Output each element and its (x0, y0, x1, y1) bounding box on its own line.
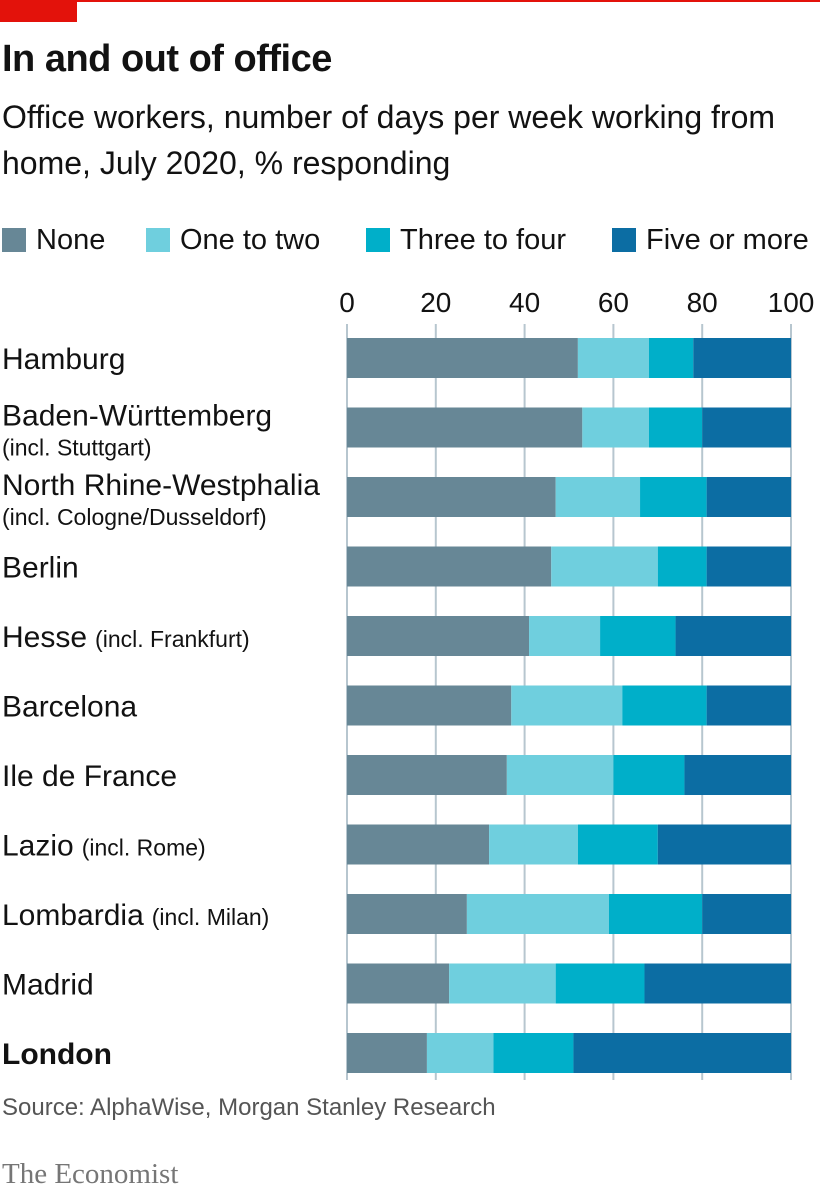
bar-one-to-two-4 (529, 616, 601, 656)
bar-five-or-more-6 (684, 755, 791, 795)
bar-three-to-four-6 (613, 755, 685, 795)
bar-five-or-more-4 (675, 616, 791, 656)
legend: None One to two Three to four Five or mo… (2, 218, 818, 262)
category-note-4: (incl. Frankfurt) (95, 626, 250, 652)
bar-three-to-four-8 (608, 894, 703, 934)
x-tick-label-80: 80 (687, 287, 718, 318)
legend-label-three-to-four: Three to four (400, 223, 567, 256)
bar-three-to-four-9 (555, 963, 645, 1004)
legend-item-none: None (2, 218, 105, 262)
category-label-5: Barcelona (2, 691, 137, 724)
bar-one-to-two-10 (426, 1033, 494, 1073)
chart-subtitle: Office workers, number of days per week … (2, 99, 776, 181)
category-note-8: (incl. Milan) (152, 904, 270, 930)
bar-three-to-four-0 (648, 338, 694, 378)
bar-three-to-four-4 (600, 616, 676, 656)
chart-title: In and out of office (2, 38, 332, 80)
legend-item-one-to-two: One to two (146, 218, 320, 262)
bar-one-to-two-6 (506, 755, 614, 795)
category-label-7: Lazio (2, 830, 74, 863)
bar-three-to-four-7 (577, 824, 658, 865)
bar-none-7 (347, 824, 490, 865)
bar-one-to-two-1 (582, 407, 649, 448)
publisher-logo: The Economist (2, 1158, 179, 1190)
x-tick-label-100: 100 (768, 287, 815, 318)
bar-five-or-more-8 (702, 894, 791, 934)
bar-three-to-four-5 (622, 685, 707, 726)
bar-one-to-two-2 (555, 477, 641, 517)
bar-none-0 (347, 338, 578, 378)
category-note-1: (incl. Stuttgart) (2, 435, 152, 461)
bar-none-1 (347, 407, 583, 448)
category-label-0: Hamburg (2, 343, 125, 376)
category-label-3: Berlin (2, 552, 79, 585)
bar-one-to-two-5 (511, 685, 623, 726)
category-label-10: London (2, 1038, 112, 1071)
bar-none-10 (347, 1033, 427, 1073)
bar-one-to-two-7 (489, 824, 578, 865)
category-label-4: Hesse (2, 621, 87, 654)
x-tick-label-0: 0 (339, 287, 355, 318)
x-tick-label-20: 20 (420, 287, 451, 318)
legend-swatch-one-to-two (146, 228, 170, 252)
bar-five-or-more-3 (706, 546, 791, 587)
legend-label-none: None (36, 223, 106, 256)
x-tick-label-40: 40 (509, 287, 540, 318)
category-label-8: Lombardia (2, 899, 144, 932)
bar-five-or-more-10 (573, 1033, 791, 1073)
legend-label-five-or-more: Five or more (646, 223, 809, 256)
legend-swatch-none (2, 228, 26, 252)
bar-three-to-four-2 (640, 477, 707, 517)
bar-three-to-four-10 (493, 1033, 574, 1073)
category-label-9: Madrid (2, 969, 94, 1002)
bar-one-to-two-0 (577, 338, 649, 378)
legend-item-five-or-more: Five or more (612, 218, 809, 262)
legend-swatch-five-or-more (612, 228, 636, 252)
category-label-6: Ile de France (2, 760, 177, 793)
bar-none-5 (347, 685, 512, 726)
legend-swatch-three-to-four (366, 228, 390, 252)
bar-one-to-two-3 (551, 546, 658, 587)
bar-five-or-more-2 (706, 477, 791, 517)
bar-five-or-more-1 (702, 407, 791, 448)
bar-three-to-four-1 (648, 407, 703, 448)
category-note-2: (incl. Cologne/Dusseldorf) (2, 504, 267, 530)
bar-one-to-two-9 (449, 963, 556, 1004)
bar-five-or-more-7 (657, 824, 791, 865)
bar-none-4 (347, 616, 530, 656)
bar-none-2 (347, 477, 556, 517)
x-tick-label-60: 60 (598, 287, 629, 318)
category-label-1: Baden-Württemberg (2, 400, 272, 433)
legend-label-one-to-two: One to two (180, 223, 321, 256)
stacked-bar-chart: 0 20 40 60 80 100HamburgBaden-Württemberg(inc… (2, 287, 815, 1080)
bar-none-6 (347, 755, 507, 795)
category-label-2: North Rhine-Westphalia (2, 469, 320, 502)
bar-none-3 (347, 546, 552, 587)
bar-one-to-two-8 (466, 894, 609, 934)
bar-five-or-more-0 (693, 338, 791, 378)
category-note-7: (incl. Rome) (82, 835, 206, 861)
legend-item-three-to-four: Three to four (366, 218, 566, 262)
source-note: Source: AlphaWise, Morgan Stanley Resear… (2, 1094, 496, 1121)
bar-five-or-more-5 (706, 685, 791, 726)
bar-none-9 (347, 963, 450, 1004)
bar-three-to-four-3 (657, 546, 707, 587)
brand-red-tag (0, 0, 77, 22)
bar-five-or-more-9 (644, 963, 791, 1004)
top-rule (0, 0, 820, 2)
bar-none-8 (347, 894, 467, 934)
